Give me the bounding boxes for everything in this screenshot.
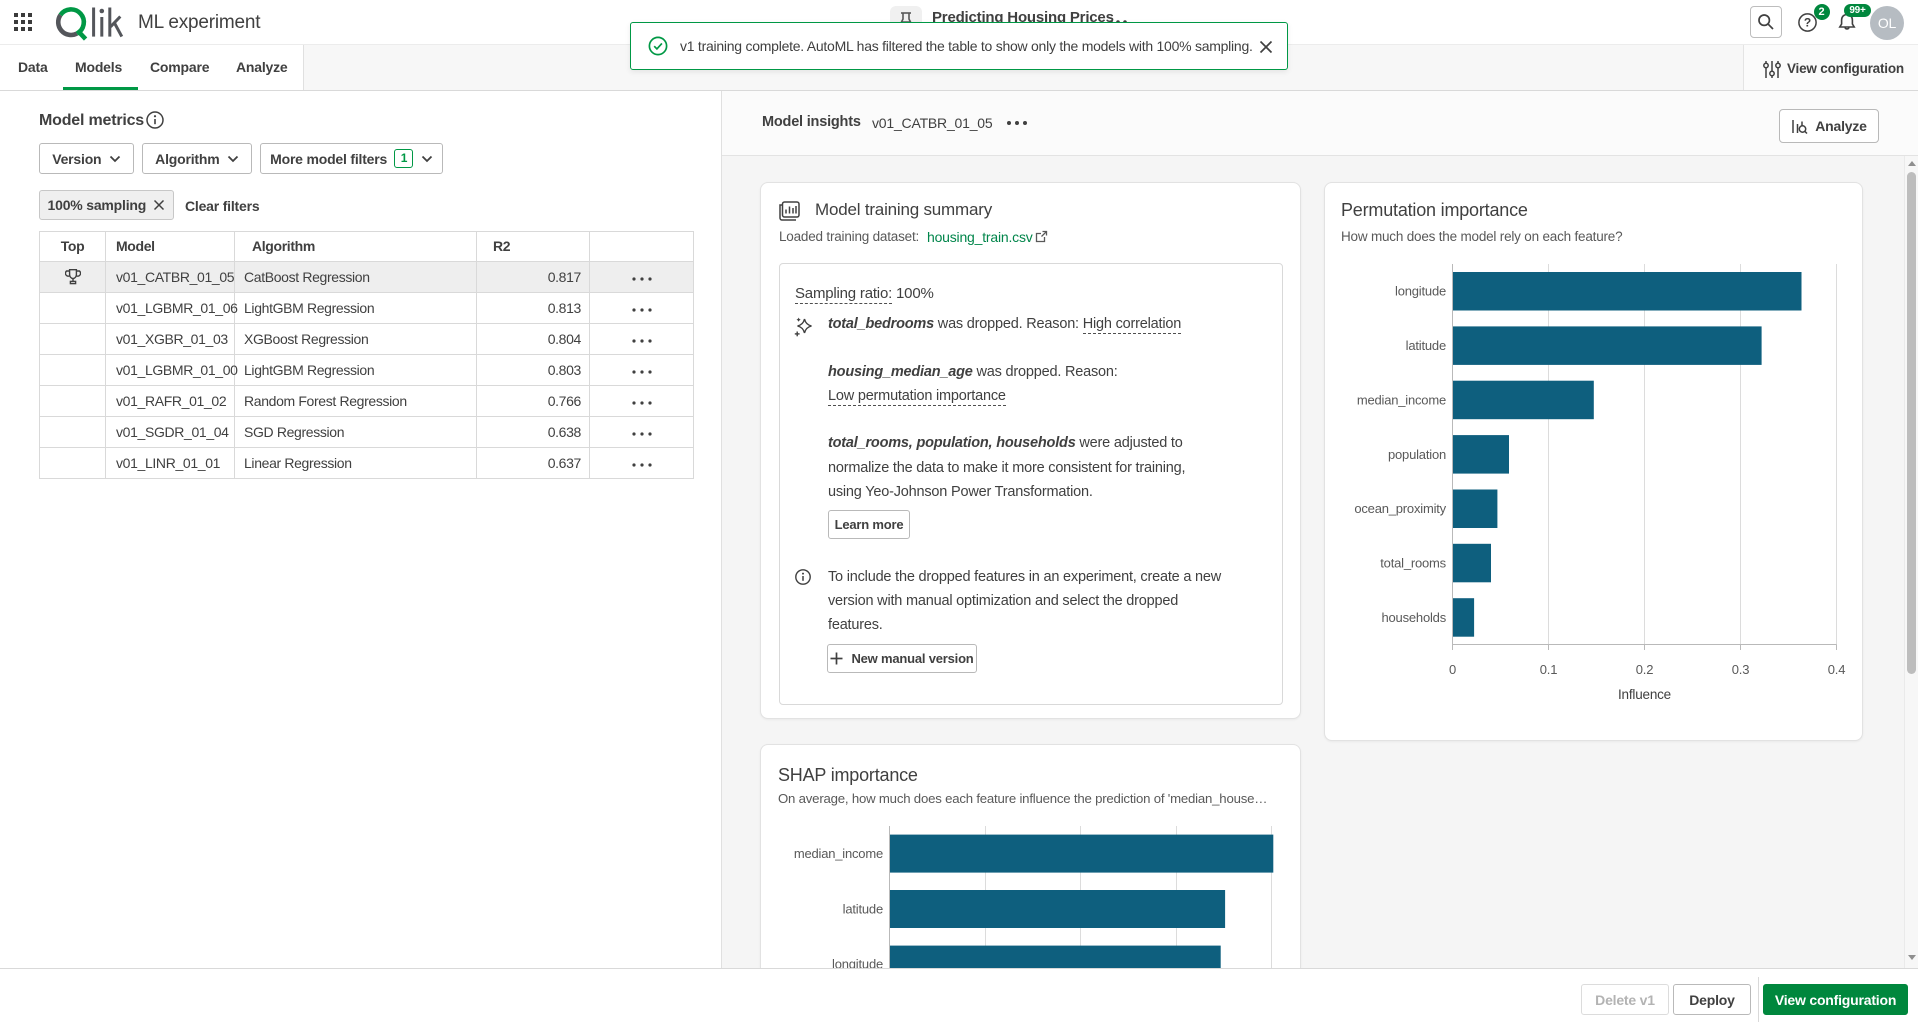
- svg-text:0.1: 0.1: [1540, 662, 1557, 677]
- svg-text:households: households: [1382, 610, 1447, 625]
- svg-text:0.4: 0.4: [1828, 662, 1845, 677]
- svg-text:longitude: longitude: [832, 957, 883, 969]
- svg-text:latitude: latitude: [843, 902, 883, 917]
- svg-text:latitude: latitude: [1406, 338, 1446, 353]
- svg-text:longitude: longitude: [1395, 284, 1446, 299]
- svg-text:median_income: median_income: [1357, 393, 1446, 408]
- svg-text:0.2: 0.2: [1636, 662, 1653, 677]
- svg-text:median_income: median_income: [794, 846, 883, 861]
- svg-text:0: 0: [1449, 662, 1456, 677]
- svg-text:0.3: 0.3: [1732, 662, 1749, 677]
- svg-text:population: population: [1388, 447, 1446, 462]
- svg-text:total_rooms: total_rooms: [1380, 556, 1446, 571]
- svg-text:?: ?: [1804, 16, 1811, 30]
- svg-text:ocean_proximity: ocean_proximity: [1354, 501, 1446, 516]
- svg-text:Influence: Influence: [1618, 687, 1671, 702]
